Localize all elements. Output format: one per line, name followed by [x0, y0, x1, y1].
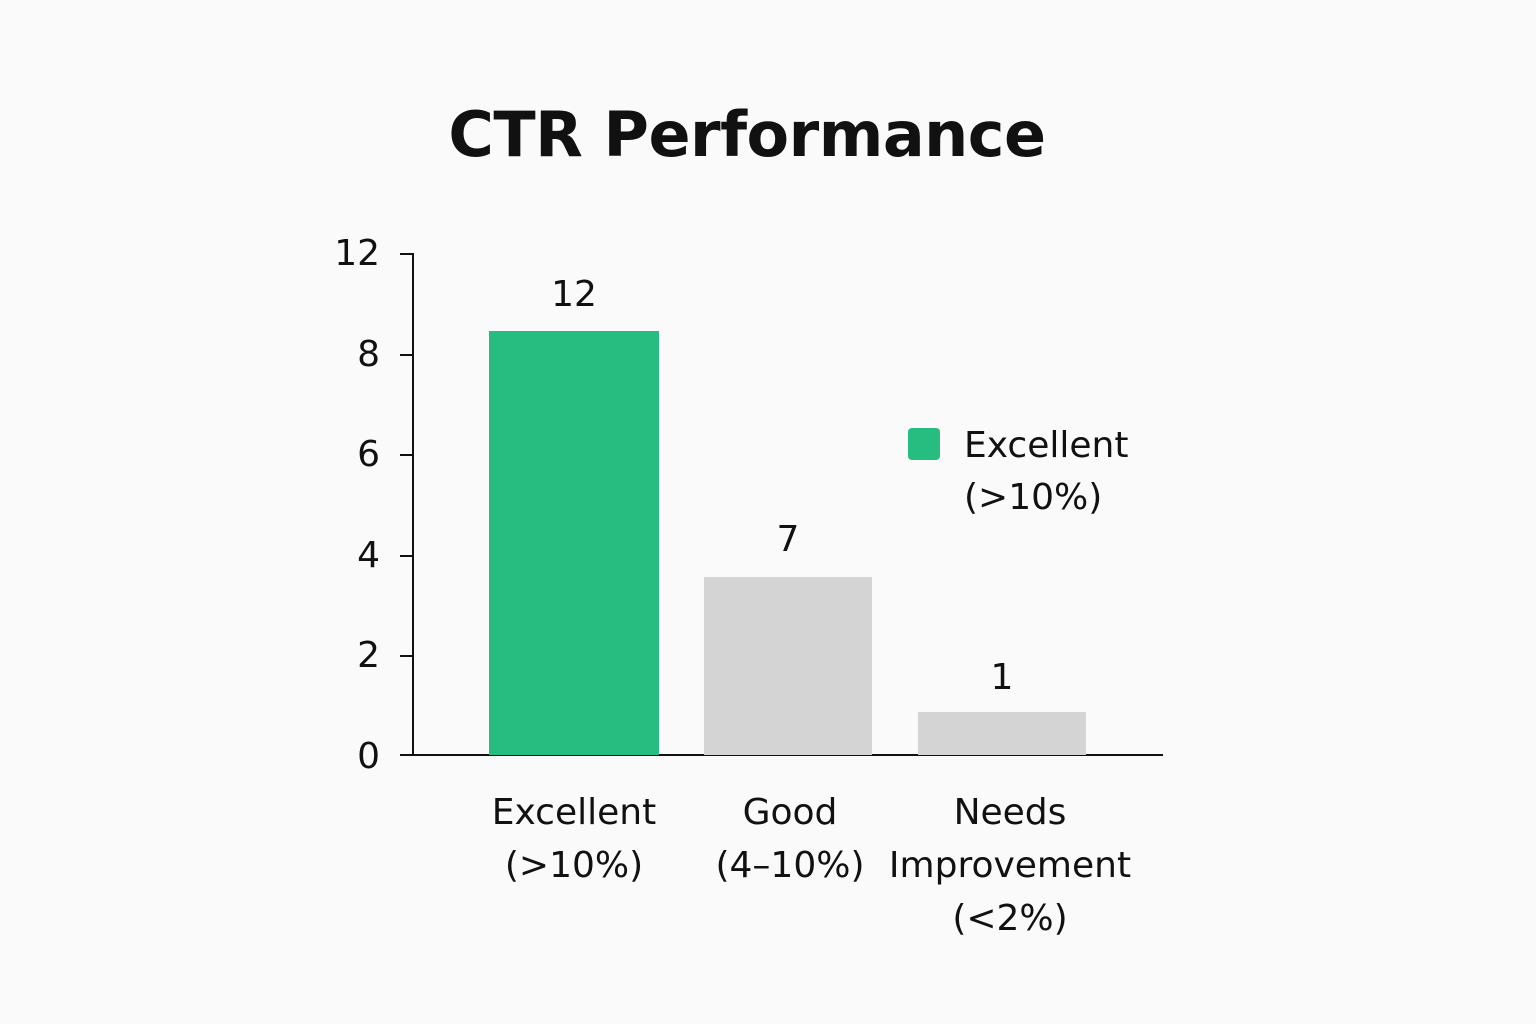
legend-swatch-icon	[908, 428, 940, 460]
y-tick-label: 12	[334, 233, 380, 274]
y-tick-label: 8	[357, 334, 380, 375]
y-tick	[400, 454, 413, 456]
chart-title: CTR Performance	[448, 98, 1046, 171]
y-axis-line	[412, 253, 414, 756]
y-tick	[400, 354, 413, 356]
x-category-label: Good (4–10%)	[715, 792, 865, 886]
y-tick	[400, 555, 413, 557]
bar-value-label: 1	[990, 657, 1014, 698]
y-tick	[400, 253, 413, 255]
bar-excellent	[489, 331, 659, 755]
x-category-label: Needs Improvement (<2%)	[888, 792, 1132, 939]
x-axis-line	[400, 754, 1163, 756]
y-tick	[400, 655, 413, 657]
bar-needs-improvement	[918, 712, 1086, 755]
bar-good	[704, 577, 872, 755]
y-tick-label: 2	[357, 635, 380, 676]
x-category-label: Excellent (>10%)	[491, 792, 657, 886]
bar-value-label: 12	[551, 274, 597, 315]
bar-value-label: 7	[776, 519, 800, 560]
y-tick-label: 0	[357, 736, 380, 777]
y-tick-label: 6	[357, 434, 380, 475]
y-tick-label: 4	[357, 535, 380, 576]
legend-label: Excellent (>10%)	[964, 425, 1129, 518]
